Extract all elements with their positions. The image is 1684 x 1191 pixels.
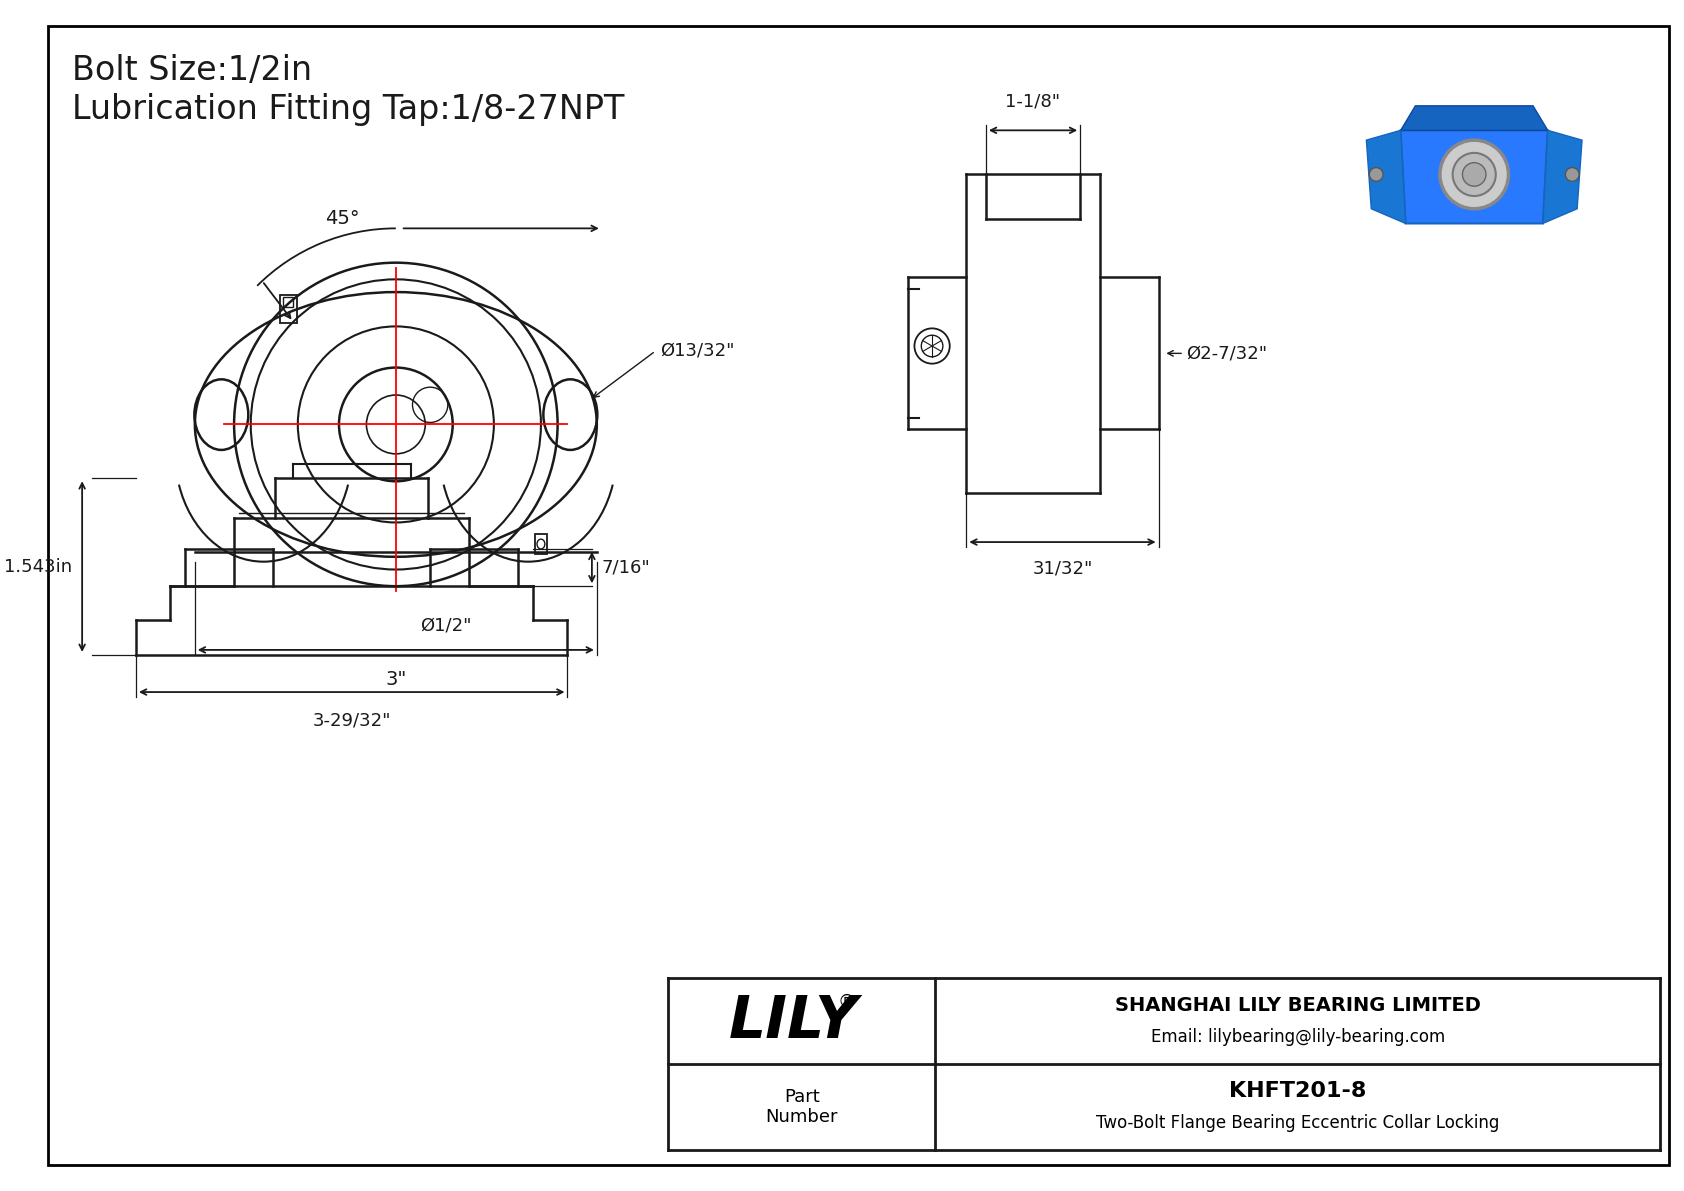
Text: Email: lilybearing@lily-bearing.com: Email: lilybearing@lily-bearing.com — [1150, 1028, 1445, 1046]
Circle shape — [1440, 141, 1509, 208]
Circle shape — [1453, 152, 1495, 197]
Text: LILY: LILY — [729, 993, 859, 1049]
Text: Ø13/32": Ø13/32" — [660, 342, 734, 360]
Text: 7/16": 7/16" — [601, 559, 650, 576]
Text: 3-29/32": 3-29/32" — [313, 712, 391, 730]
Polygon shape — [1366, 130, 1406, 224]
Text: Part
Number: Part Number — [766, 1087, 839, 1127]
Polygon shape — [1401, 106, 1548, 130]
Text: 31/32": 31/32" — [1032, 560, 1093, 578]
Text: 1.543in: 1.543in — [3, 557, 72, 575]
Text: Ø1/2": Ø1/2" — [421, 617, 472, 635]
Text: 45°: 45° — [325, 208, 359, 227]
Polygon shape — [1543, 130, 1581, 224]
Text: 3": 3" — [386, 669, 406, 688]
Text: Lubrication Fitting Tap:1/8-27NPT: Lubrication Fitting Tap:1/8-27NPT — [72, 93, 625, 126]
Text: SHANGHAI LILY BEARING LIMITED: SHANGHAI LILY BEARING LIMITED — [1115, 996, 1480, 1015]
Text: Ø2-7/32": Ø2-7/32" — [1186, 344, 1266, 362]
Bar — [280, 295, 296, 323]
Circle shape — [1369, 168, 1383, 181]
Text: ®: ® — [839, 992, 855, 1011]
Text: 1-1/8": 1-1/8" — [1005, 93, 1061, 111]
Polygon shape — [1401, 130, 1548, 224]
Text: Two-Bolt Flange Bearing Eccentric Collar Locking: Two-Bolt Flange Bearing Eccentric Collar… — [1096, 1114, 1499, 1131]
Bar — [283, 298, 293, 307]
Text: Bolt Size:1/2in: Bolt Size:1/2in — [72, 54, 313, 87]
Circle shape — [1462, 163, 1485, 186]
Circle shape — [1566, 168, 1580, 181]
Text: KHFT201-8: KHFT201-8 — [1229, 1081, 1366, 1102]
Bar — [536, 535, 547, 554]
